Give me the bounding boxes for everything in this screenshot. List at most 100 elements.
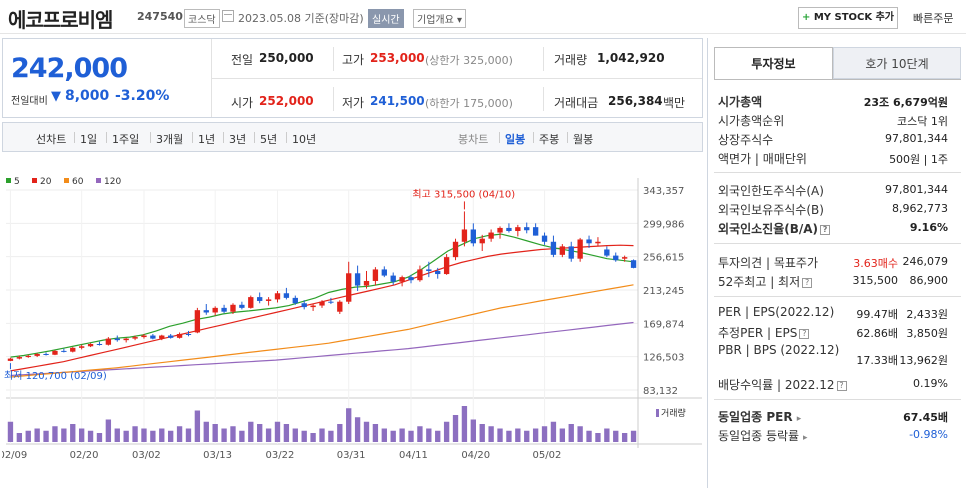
tab-10year[interactable]: 10년 — [292, 133, 317, 146]
volume-bar — [426, 428, 432, 442]
volume-bar — [381, 428, 387, 442]
industry-per-label[interactable]: 동일업종 PER ▸ — [718, 410, 802, 424]
volume-bar — [337, 424, 343, 442]
ma60-line — [10, 284, 634, 378]
info-row: 외국인한도주식수(A) 97,801,344 — [718, 182, 948, 200]
quick-order-link[interactable]: 빠른주문 — [913, 12, 954, 25]
realtime-button[interactable]: 실시간 — [368, 9, 404, 28]
industry-rate-value: -0.98% — [909, 428, 948, 441]
help-icon[interactable]: ? — [802, 278, 813, 288]
volume-bar — [506, 430, 512, 442]
candle-body — [435, 270, 441, 275]
help-icon[interactable]: ? — [820, 225, 831, 235]
x-tick-label: 03/31 — [337, 450, 366, 461]
candle-body — [550, 241, 557, 255]
candle-body — [221, 307, 227, 312]
market-cap-label: 시가총액 — [718, 95, 763, 109]
tab-1day[interactable]: 1일 — [80, 133, 98, 146]
tab-order-book[interactable]: 호가 10단계 — [833, 47, 961, 79]
help-icon[interactable]: ? — [799, 329, 810, 339]
tab-candle-chart[interactable]: 봉차트 — [458, 133, 489, 146]
divider — [499, 132, 500, 143]
tab-investment-info[interactable]: 투자정보 — [714, 47, 833, 79]
volume-bar — [292, 428, 298, 442]
price-chart[interactable]: 5 20 60 120 343,357 299,986 256,615 213,245 169,… — [2, 170, 702, 470]
candle-body — [399, 277, 405, 282]
info-row: 외국인보유주식수(B) 8,962,773 — [718, 201, 948, 219]
industry-rate-label[interactable]: 동일업종 등락률 ▸ — [718, 429, 808, 443]
volume-bar — [265, 428, 272, 442]
tab-monthly[interactable]: 월봉 — [573, 133, 594, 146]
tab-1year[interactable]: 1년 — [198, 133, 216, 146]
volume-bar — [310, 433, 316, 442]
candle-body — [630, 260, 637, 268]
candle-body — [292, 297, 298, 304]
target-price-value: 246,079 — [902, 255, 949, 268]
tab-5year[interactable]: 5년 — [260, 133, 278, 146]
candle-body — [604, 249, 610, 256]
week52-label: 52주최고 | 최저? — [718, 273, 813, 290]
volume-bar — [417, 426, 423, 442]
volume-bar — [159, 428, 165, 442]
candle-body — [87, 343, 94, 347]
volume-bar — [346, 408, 352, 442]
volume-bar — [515, 428, 521, 442]
header-bar — [0, 0, 966, 34]
volume-value: 1,042,920 — [597, 51, 665, 65]
divider — [286, 132, 287, 143]
candle-body — [417, 269, 423, 281]
candle-body — [34, 353, 40, 356]
foreign-ratio-label: 외국인소진율(B/A)? — [718, 220, 831, 237]
tab-3year[interactable]: 3년 — [229, 133, 247, 146]
candle-body — [16, 357, 23, 359]
volume-bar — [78, 428, 85, 442]
candle-body — [230, 304, 236, 312]
volume-label: 거래량 — [661, 407, 686, 419]
help-icon[interactable]: ? — [836, 381, 847, 391]
dividend-value: 0.19% — [913, 377, 948, 390]
tab-daily[interactable]: 일봉 — [505, 133, 526, 146]
company-info-button[interactable]: 기업개요 ▾ — [413, 9, 467, 28]
volume-bar — [586, 430, 592, 442]
market-badge: 코스닥 — [184, 9, 220, 28]
est-eps-value: 3,850원 — [906, 327, 948, 340]
y-tick-label: 169,874 — [643, 319, 684, 330]
tab-1week[interactable]: 1주일 — [112, 133, 140, 146]
legend-swatch — [6, 178, 11, 183]
info-row: 17.33배 13,962원 — [718, 351, 948, 369]
add-mystock-button[interactable]: + MY STOCK 추가 — [798, 7, 898, 29]
tab-line-chart[interactable]: 선차트 — [36, 133, 67, 146]
volume-bar — [390, 430, 396, 442]
y-tick-label: 299,986 — [643, 219, 684, 230]
legend-label: 20 — [40, 177, 52, 187]
tab-3month[interactable]: 3개월 — [156, 133, 184, 146]
candle-body — [381, 269, 387, 276]
legend-swatch — [32, 178, 37, 183]
pbr-label: PBR | BPS (2022.12) — [718, 343, 840, 357]
plus-icon: + — [801, 12, 814, 23]
foreign-held-label: 외국인보유주식수(B) — [718, 203, 824, 217]
lower-limit: (하한가 175,000) — [425, 97, 513, 110]
divider — [106, 132, 107, 143]
divider — [333, 47, 334, 71]
candle-body — [337, 301, 343, 312]
tab-weekly[interactable]: 주봉 — [539, 133, 560, 146]
y-tick-label: 256,615 — [643, 253, 684, 264]
divider — [254, 132, 255, 143]
candle-body — [524, 227, 530, 231]
candle-body — [239, 304, 245, 308]
candle-body — [141, 335, 147, 338]
investment-info-panel — [707, 38, 966, 488]
prev-close-value: 250,000 — [259, 51, 314, 65]
info-row: 시가총액순위 코스닥 1위 — [718, 112, 948, 130]
volume-bar — [497, 428, 503, 442]
upper-limit: (상한가 325,000) — [425, 54, 513, 67]
stock-name: 에코프로비엠 — [8, 8, 113, 32]
x-tick-label: 02/09 — [2, 450, 27, 461]
volume-bar — [541, 426, 548, 442]
candle-body — [515, 227, 521, 232]
volume-bar — [34, 428, 40, 442]
opinion-value: 3.63매수 — [853, 257, 898, 270]
info-row: 시가총액 23조 6,679억원 — [718, 93, 948, 111]
candle-body — [346, 273, 352, 302]
